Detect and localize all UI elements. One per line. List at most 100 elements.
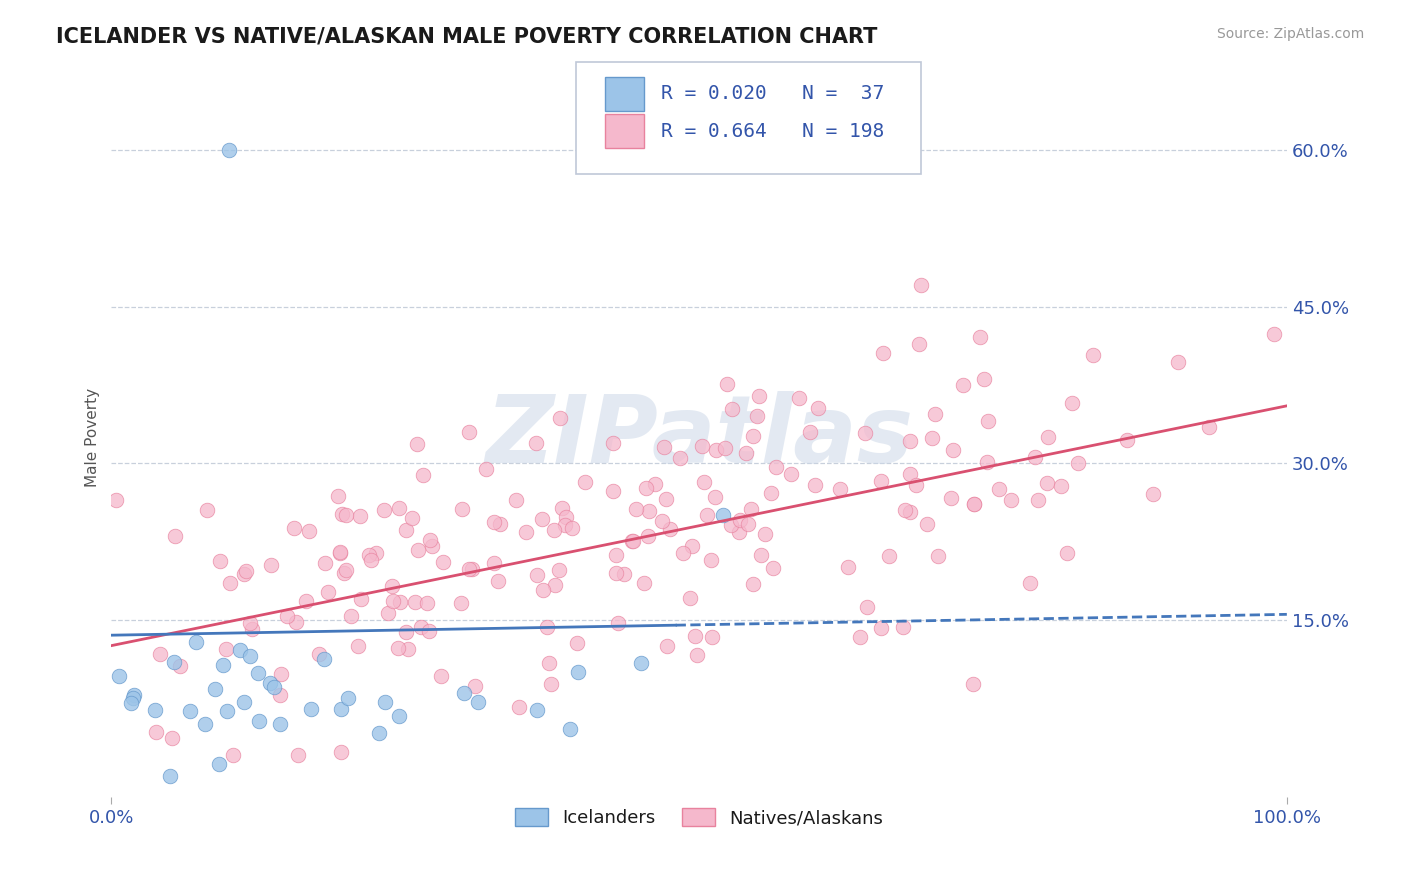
Point (761, 485, 783, 500)
Point (484, 516, 506, 530)
Point (312, 652, 335, 666)
Point (269, 717, 291, 731)
Point (329, 545, 352, 559)
Point (741, 429, 763, 443)
Point (215, 642, 238, 657)
Point (855, 599, 877, 614)
Point (1198, 420, 1220, 434)
Point (350, 592, 373, 607)
Point (547, 563, 569, 577)
Point (515, 525, 537, 540)
Point (745, 409, 768, 423)
Point (284, 615, 307, 630)
Point (560, 722, 582, 736)
Point (700, 553, 723, 567)
Point (450, 596, 472, 610)
Point (276, 609, 298, 624)
Point (406, 542, 429, 557)
Point (683, 629, 706, 643)
Point (748, 389, 770, 403)
Point (711, 508, 734, 523)
Point (453, 685, 475, 699)
Point (681, 539, 703, 553)
Text: Source: ZipAtlas.com: Source: ZipAtlas.com (1216, 27, 1364, 41)
Point (669, 450, 692, 465)
Point (215, 704, 238, 718)
Text: R = 0.664   N = 198: R = 0.664 N = 198 (661, 121, 884, 141)
Point (240, 622, 263, 636)
Point (330, 507, 353, 521)
Point (741, 577, 763, 591)
Point (804, 477, 827, 491)
Point (464, 679, 486, 693)
Point (976, 455, 998, 469)
Point (730, 513, 752, 527)
Point (734, 445, 756, 459)
Point (308, 647, 330, 661)
Point (247, 714, 270, 728)
Point (145, 724, 167, 739)
Point (877, 549, 900, 563)
Point (340, 609, 363, 624)
Point (373, 502, 395, 516)
Point (536, 620, 558, 634)
Point (704, 443, 727, 458)
Point (430, 669, 453, 683)
Point (849, 631, 872, 645)
Point (779, 467, 801, 482)
Point (605, 566, 627, 580)
Point (969, 329, 991, 343)
Point (633, 576, 655, 591)
Point (638, 504, 661, 518)
Point (194, 716, 217, 731)
Point (382, 593, 405, 607)
Point (486, 574, 509, 588)
Point (1056, 546, 1078, 560)
Text: ICELANDER VS NATIVE/ALASKAN MALE POVERTY CORRELATION CHART: ICELANDER VS NATIVE/ALASKAN MALE POVERTY… (56, 27, 877, 46)
Point (233, 695, 256, 709)
Point (1116, 434, 1139, 448)
Point (401, 510, 423, 524)
Point (891, 620, 914, 634)
Point (1066, 456, 1088, 470)
Point (526, 703, 548, 717)
Point (489, 516, 512, 531)
Point (690, 439, 713, 453)
Point (655, 491, 678, 506)
Point (531, 512, 554, 526)
Point (526, 568, 548, 582)
Point (620, 534, 643, 549)
Point (720, 402, 742, 417)
Point (630, 656, 652, 670)
Point (329, 702, 352, 716)
Point (333, 566, 356, 580)
Point (179, 704, 201, 718)
Point (524, 436, 547, 450)
Point (870, 474, 893, 488)
Point (658, 522, 681, 536)
Point (988, 482, 1011, 496)
Point (335, 508, 357, 522)
Point (360, 552, 382, 566)
Point (287, 748, 309, 763)
Point (229, 643, 252, 657)
Point (853, 425, 876, 440)
Point (538, 656, 561, 670)
Point (208, 757, 231, 772)
Point (637, 529, 659, 543)
Point (567, 665, 589, 680)
Point (239, 615, 262, 630)
Point (1038, 429, 1060, 443)
Point (1000, 493, 1022, 508)
Point (921, 431, 943, 445)
Point (122, 689, 145, 703)
Point (295, 594, 318, 608)
Point (941, 443, 963, 458)
Point (121, 691, 143, 706)
Point (924, 408, 946, 422)
Point (235, 564, 257, 578)
Point (475, 462, 498, 476)
Point (143, 703, 166, 717)
Point (624, 501, 647, 516)
Point (807, 401, 830, 415)
